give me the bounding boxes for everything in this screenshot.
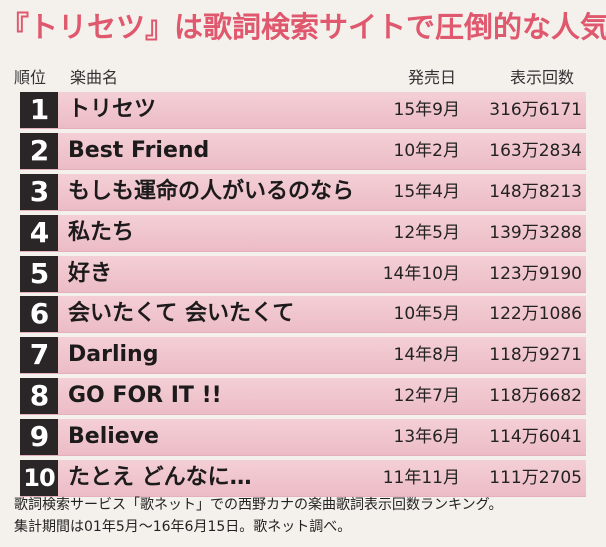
footnote: 歌詞検索サービス「歌ネット」での西野カナの楽曲歌詞表示回数ランキング。 集計期間… <box>14 494 604 538</box>
song-title: 私たち <box>68 219 135 245</box>
view-count: 122万1086 <box>489 304 582 325</box>
rank-number: 6 <box>20 296 58 333</box>
view-count: 118万6682 <box>489 386 582 407</box>
view-count: 139万3288 <box>489 222 582 243</box>
release-date: 12年7月 <box>393 386 460 407</box>
view-count: 114万6041 <box>489 427 582 448</box>
table-row: 3 もしも運命の人がいるのなら 15年4月 148万8213 <box>20 173 586 211</box>
song-title: たとえ どんなに… <box>68 465 252 491</box>
page-title: 『トリセツ』は歌詞検索サイトで圧倒的な人気 <box>0 10 606 44</box>
release-date: 15年4月 <box>393 181 460 202</box>
rank-number: 5 <box>20 255 58 292</box>
rank-number: 3 <box>20 173 58 210</box>
table-header: 順位 楽曲名 発売日 表示回数 <box>0 64 606 88</box>
ranking-table: 1 トリセツ 15年9月 316万6171 2 Best Friend 10年2… <box>20 92 586 501</box>
rank-number: 4 <box>20 214 58 251</box>
table-row: 6 会いたくて 会いたくて 10年5月 122万1086 <box>20 296 586 334</box>
song-title: Best Friend <box>68 137 210 163</box>
view-count: 123万9190 <box>489 263 582 284</box>
rank-number: 10 <box>20 460 58 497</box>
view-count: 316万6171 <box>489 100 582 120</box>
header-view-count: 表示回数 <box>510 68 575 87</box>
rank-number: 7 <box>20 337 58 374</box>
song-title: Darling <box>68 342 159 368</box>
song-title: 好き <box>68 260 113 286</box>
release-date: 13年6月 <box>393 427 460 448</box>
table-row: 8 GO FOR IT !! 12年7月 118万6682 <box>20 378 586 416</box>
footnote-line-2: 集計期間は01年5月〜16年6月15日。歌ネット調べ。 <box>14 519 352 535</box>
table-row: 1 トリセツ 15年9月 316万6171 <box>20 92 586 129</box>
rank-number: 1 <box>20 92 58 128</box>
header-release-date: 発売日 <box>408 68 457 87</box>
song-title: Believe <box>68 424 159 450</box>
release-date: 10年5月 <box>393 304 460 325</box>
view-count: 118万9271 <box>489 345 582 366</box>
table-row: 7 Darling 14年8月 118万9271 <box>20 337 586 375</box>
rank-number: 8 <box>20 378 58 415</box>
song-title: もしも運命の人がいるのなら <box>68 178 355 204</box>
rank-number: 2 <box>20 132 58 169</box>
release-date: 10年2月 <box>393 140 460 161</box>
table-row: 4 私たち 12年5月 139万3288 <box>20 214 586 252</box>
table-row: 10 たとえ どんなに… 11年11月 111万2705 <box>20 460 586 498</box>
rank-number: 9 <box>20 419 58 456</box>
release-date: 12年5月 <box>393 222 460 243</box>
release-date: 14年10月 <box>382 263 460 284</box>
view-count: 111万2705 <box>489 468 582 489</box>
song-title: 会いたくて 会いたくて <box>68 301 295 327</box>
view-count: 148万8213 <box>489 181 582 202</box>
header-rank: 順位 <box>14 68 47 87</box>
song-title: トリセツ <box>68 97 157 122</box>
table-row: 5 好き 14年10月 123万9190 <box>20 255 586 293</box>
song-title: GO FOR IT !! <box>68 383 222 409</box>
table-row: 2 Best Friend 10年2月 163万2834 <box>20 132 586 170</box>
header-song: 楽曲名 <box>70 68 119 87</box>
view-count: 163万2834 <box>489 140 582 161</box>
release-date: 14年8月 <box>393 345 460 366</box>
release-date: 11年11月 <box>382 468 460 489</box>
table-row: 9 Believe 13年6月 114万6041 <box>20 419 586 457</box>
footnote-line-1: 歌詞検索サービス「歌ネット」での西野カナの楽曲歌詞表示回数ランキング。 <box>14 497 503 513</box>
release-date: 15年9月 <box>393 100 460 120</box>
